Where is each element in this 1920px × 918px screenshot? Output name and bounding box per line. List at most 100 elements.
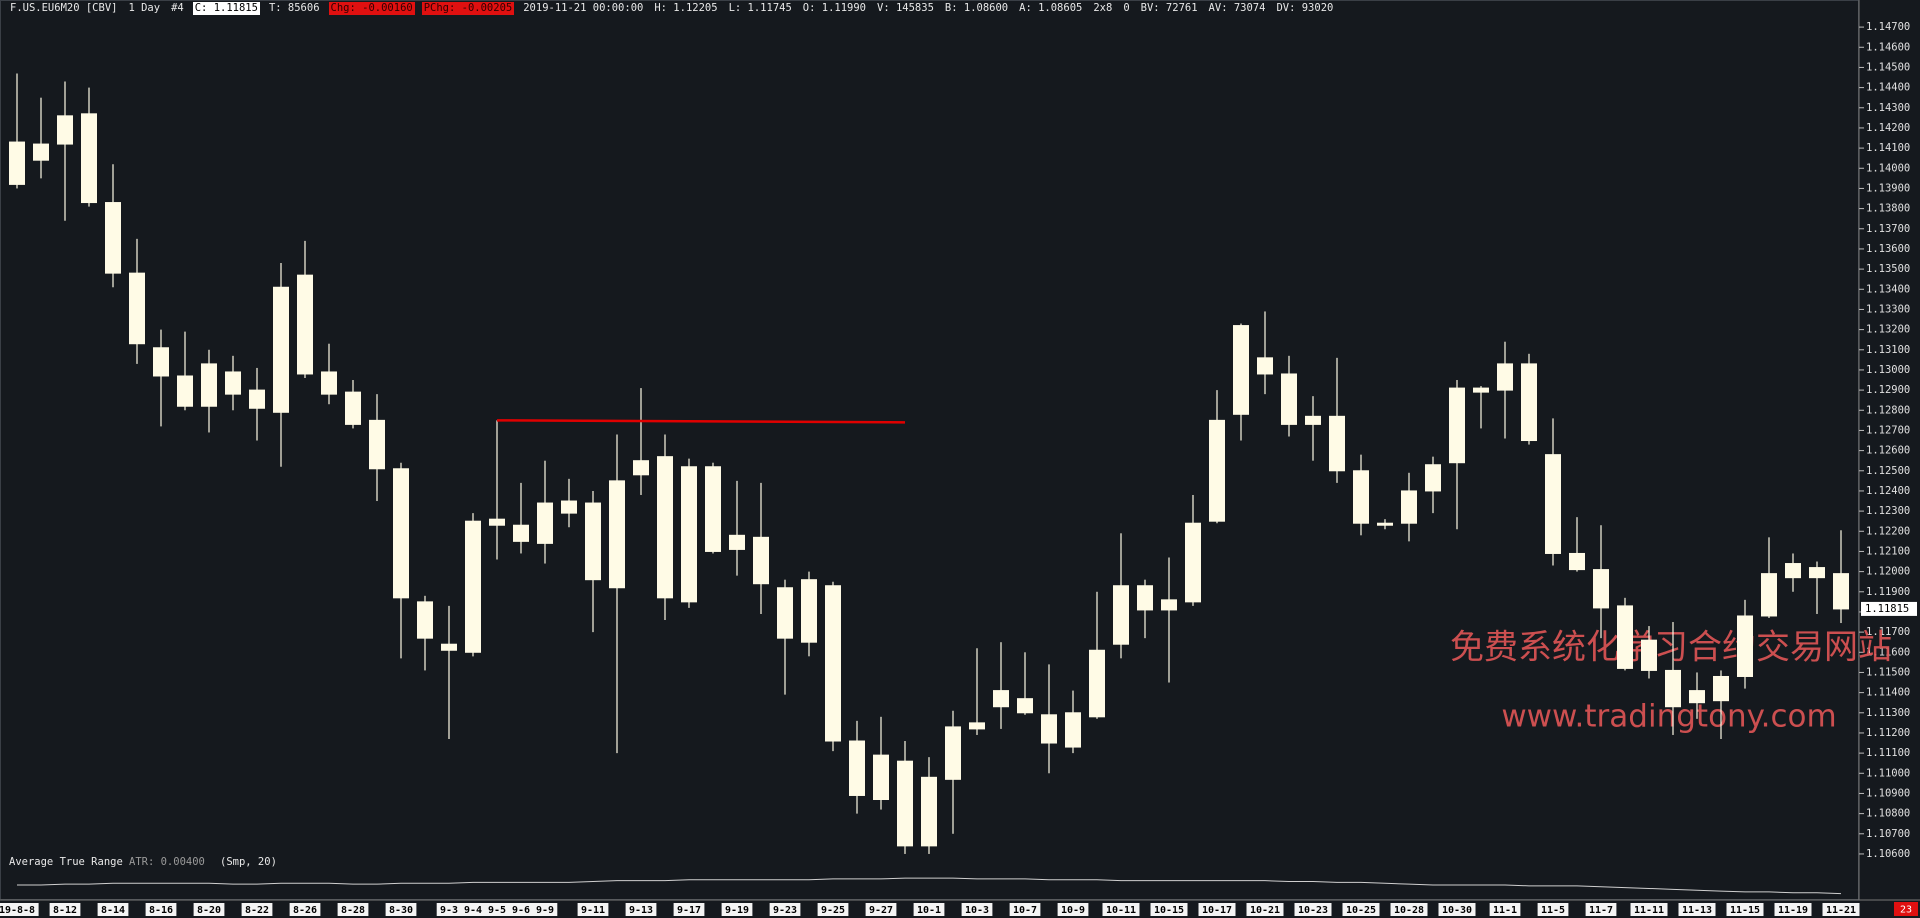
- candle-body: [1425, 464, 1441, 492]
- watermark: 免费系统化学习合约交易网站: [1450, 628, 1892, 668]
- y-tick-label: 1.14000: [1866, 162, 1910, 174]
- x-tick-box: [1150, 903, 1188, 916]
- candle-body: [153, 347, 169, 377]
- x-tick-box: [385, 903, 417, 916]
- x-tick-label: 11-5: [1541, 905, 1565, 916]
- status-item: #4: [171, 1, 184, 14]
- candle-body: [1665, 669, 1681, 708]
- x-tick-box: [1342, 903, 1380, 916]
- x-tick-box: [1057, 903, 1089, 916]
- candle-body: [57, 115, 73, 145]
- y-tick-label: 1.12800: [1866, 404, 1910, 416]
- candle-body: [1593, 569, 1609, 609]
- x-tick-label: 10-9: [1061, 905, 1085, 916]
- x-tick-label: 11-13: [1682, 905, 1712, 916]
- x-tick-label: 19-8-8: [0, 905, 35, 916]
- candle-body: [321, 371, 337, 395]
- candle-body: [945, 726, 961, 780]
- y-tick-label: 1.11100: [1866, 747, 1910, 759]
- y-tick-label: 1.13400: [1866, 283, 1910, 295]
- x-tick-box: [817, 903, 849, 916]
- y-tick-label: 1.12300: [1866, 505, 1910, 517]
- x-tick-box: [1585, 903, 1617, 916]
- y-tick-label: 1.12500: [1866, 465, 1910, 477]
- candle-body: [9, 141, 25, 185]
- x-tick-box: [241, 903, 273, 916]
- y-tick-label: 1.12200: [1866, 525, 1910, 537]
- candle-body: [1233, 325, 1249, 415]
- trendline: [496, 419, 906, 424]
- candle-body: [1785, 563, 1801, 579]
- y-tick-label: 1.13300: [1866, 303, 1910, 315]
- y-tick-label: 1.11700: [1866, 626, 1910, 638]
- y-tick-label: 1.14500: [1866, 61, 1910, 73]
- candle-body: [1497, 363, 1513, 391]
- status-item: AV: 73074: [1208, 1, 1266, 14]
- x-tick-box: [1537, 903, 1569, 916]
- y-tick-label: 1.12100: [1866, 545, 1910, 557]
- candle-body: [1329, 415, 1345, 472]
- x-tick-box: [1198, 903, 1236, 916]
- candle-body: [489, 518, 505, 526]
- candle-body: [585, 502, 601, 581]
- x-tick-box: [193, 903, 225, 916]
- candle-body: [921, 776, 937, 847]
- x-tick-label: 9-25: [821, 905, 845, 916]
- status-item: V: 145835: [877, 1, 934, 14]
- candle-body: [249, 389, 265, 409]
- candle-body: [465, 520, 481, 653]
- x-tick-box: [1102, 903, 1140, 916]
- candle-body: [297, 274, 313, 375]
- x-tick-label: 9-9: [536, 905, 554, 916]
- y-tick-label: 1.11000: [1866, 767, 1910, 779]
- candle-body: [633, 460, 649, 476]
- x-tick-label: 10-15: [1154, 905, 1184, 916]
- x-tick-label: 8-16: [149, 905, 173, 916]
- y-tick-label: 1.11900: [1866, 586, 1910, 598]
- x-tick-label: 10-7: [1013, 905, 1037, 916]
- y-tick-label: 1.12400: [1866, 485, 1910, 497]
- candle-body: [201, 363, 217, 407]
- candle-body: [1185, 522, 1201, 603]
- y-tick-label: 1.10700: [1866, 828, 1910, 840]
- x-tick-label: 10-17: [1202, 905, 1232, 916]
- y-tick-label: 1.14300: [1866, 102, 1910, 114]
- candle-body: [273, 286, 289, 413]
- y-tick-label: 1.12900: [1866, 384, 1910, 396]
- x-tick-box: [49, 903, 81, 916]
- x-tick-label: 8-30: [389, 905, 413, 916]
- x-tick-box: [97, 903, 129, 916]
- x-tick-box: [532, 903, 558, 916]
- candle-body: [393, 468, 409, 599]
- x-tick-label: 9-5: [488, 905, 506, 916]
- candle-body: [1137, 585, 1153, 611]
- cursor-label: 23: [1900, 905, 1912, 916]
- candle-body: [969, 722, 985, 730]
- y-tick-label: 1.14700: [1866, 21, 1910, 33]
- y-tick-label: 1.13700: [1866, 223, 1910, 235]
- status-item: L: 1.11745: [728, 1, 792, 14]
- y-tick-label: 1.11400: [1866, 687, 1910, 699]
- atr-value: ATR: 0.00400: [129, 856, 205, 868]
- y-tick-label: 1.12700: [1866, 424, 1910, 436]
- x-tick-box: [577, 903, 609, 916]
- x-tick-label: 8-28: [341, 905, 365, 916]
- status-item: BV: 72761: [1140, 1, 1198, 14]
- atr-name: Average True Range: [9, 856, 123, 868]
- status-item: 2019-11-21 00:00:00: [523, 1, 644, 14]
- y-tick-label: 1.14400: [1866, 82, 1910, 94]
- candle-body: [1689, 690, 1705, 704]
- price-axis: [1859, 0, 1920, 900]
- candle-body: [561, 500, 577, 514]
- x-tick-box: [1678, 903, 1716, 916]
- x-tick-box: [673, 903, 705, 916]
- last-price-label: 1.11815: [1865, 603, 1909, 615]
- candle-body: [609, 480, 625, 589]
- y-tick-label: 1.11200: [1866, 727, 1910, 739]
- x-tick-label: 10-25: [1346, 905, 1376, 916]
- y-tick-label: 1.12000: [1866, 566, 1910, 578]
- candle-body: [1377, 522, 1393, 526]
- candle-body: [1809, 567, 1825, 579]
